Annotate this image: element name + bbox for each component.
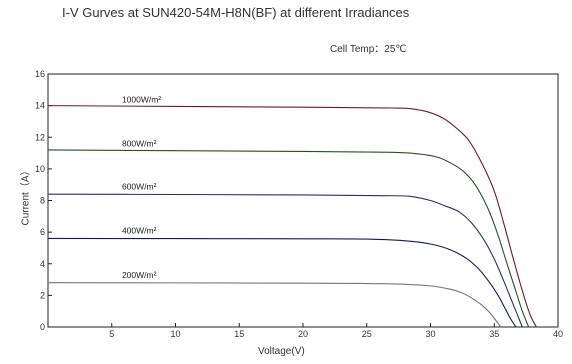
x-tick-label: 15 — [234, 329, 244, 339]
curves — [47, 105, 537, 328]
axes: 5 10 15 20 25 30 35 40 0 2 4 6 8 10 12 14 16 — [35, 69, 563, 339]
iv-curve-4 — [47, 282, 502, 328]
curve-label-4: 200W/m² — [122, 270, 157, 280]
x-tick-label: 5 — [109, 329, 114, 339]
y-tick-label: 4 — [40, 259, 45, 269]
y-tick-label: 16 — [35, 69, 45, 79]
chart-title: I-V Gurves at SUN420-54M-H8N(BF) at diff… — [62, 5, 410, 20]
y-tick-label: 14 — [35, 101, 45, 111]
iv-curve-0 — [47, 105, 537, 328]
y-tick-label: 6 — [40, 227, 45, 237]
curve-label-3: 400W/m² — [122, 226, 157, 236]
x-tick-label: 25 — [362, 329, 372, 339]
x-axis-label: Voltage(V) — [258, 346, 305, 357]
y-tick-label: 8 — [40, 196, 45, 206]
cell-temp-note: Cell Temp：25℃ — [330, 44, 407, 55]
curve-label-2: 600W/m² — [122, 181, 157, 191]
y-tick-label: 10 — [35, 164, 45, 174]
y-axis-label: Current（A） — [20, 165, 32, 226]
y-tick-label: 0 — [40, 322, 45, 332]
iv-curve-3 — [47, 237, 517, 328]
y-tick-label: 12 — [35, 132, 45, 142]
curve-label-1: 800W/m² — [122, 139, 157, 149]
x-tick-label: 35 — [489, 329, 499, 339]
curve-labels: 1000W/m² 800W/m² 600W/m² 400W/m² 200W/m² — [122, 94, 161, 280]
x-tick-label: 30 — [425, 329, 435, 339]
iv-curve-2 — [47, 193, 523, 328]
x-tick-label: 10 — [170, 329, 180, 339]
x-tick-label: 20 — [298, 329, 308, 339]
curve-label-0: 1000W/m² — [122, 94, 161, 104]
x-tick-label: 40 — [553, 329, 563, 339]
plot-frame — [47, 73, 559, 328]
y-tick-label: 2 — [40, 290, 45, 300]
iv-curve-1 — [47, 149, 530, 328]
